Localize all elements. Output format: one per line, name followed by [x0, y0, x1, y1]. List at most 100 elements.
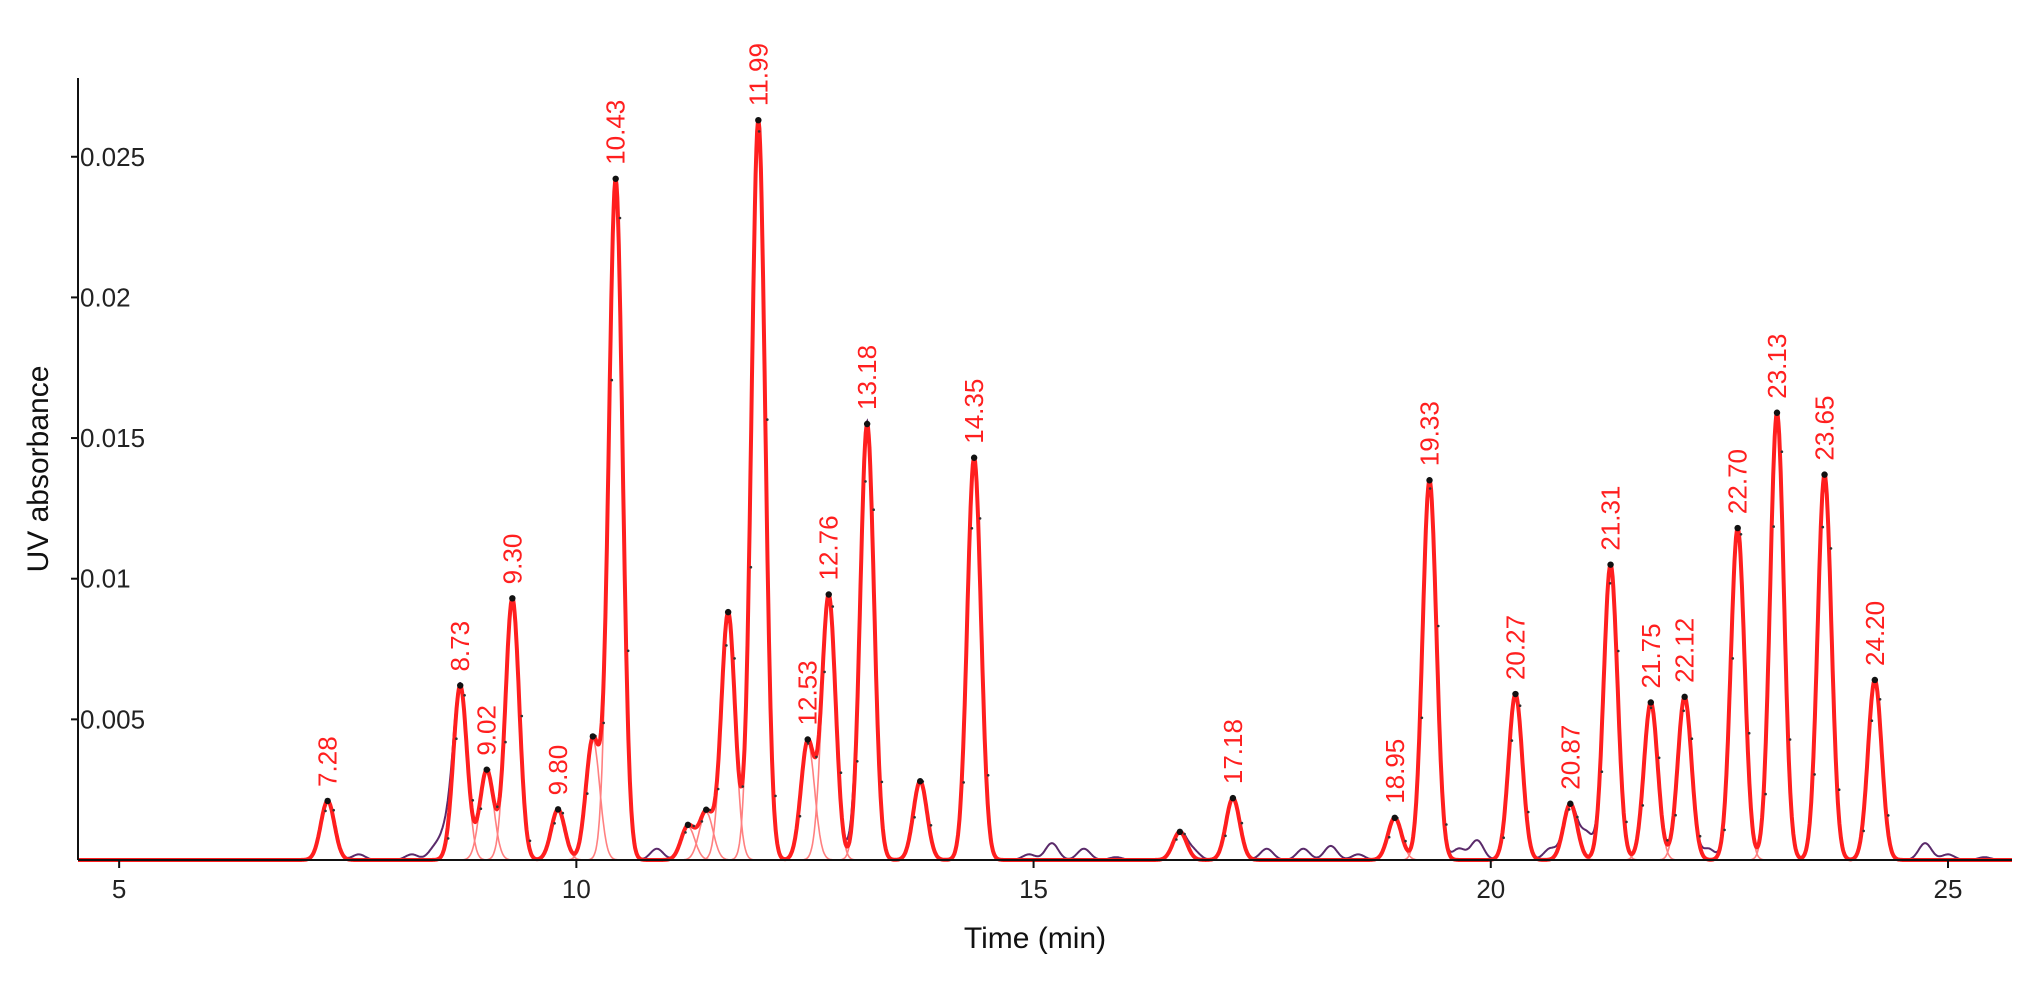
fit-sample-dot: [1878, 698, 1882, 701]
fit-sample-dot: [757, 130, 761, 133]
fit-sample-dot: [913, 816, 916, 819]
apex-marker-13: [863, 420, 871, 428]
apex-marker-21: [1567, 800, 1574, 807]
fit-sample-dot: [749, 565, 753, 569]
fit-sample-dot: [831, 605, 835, 608]
apex-marker-12: [825, 591, 832, 598]
apex-marker-17: [1229, 794, 1237, 802]
peak-label-11.99: 11.99: [743, 43, 773, 106]
fit-sample-dot: [970, 527, 974, 530]
component-peak-17: [1198, 797, 1268, 861]
peak-label-10.43: 10.43: [601, 100, 631, 165]
fit-sample-dot: [1821, 525, 1825, 529]
fit-sample-dot: [463, 694, 466, 697]
fit-sample-dot: [716, 787, 720, 791]
apex-marker-0: [324, 797, 331, 805]
apex-marker-18: [1391, 814, 1398, 822]
fit-sample-dot: [1404, 839, 1407, 843]
peak-label-20.27: 20.27: [1500, 615, 1530, 680]
component-peak-22: [1576, 562, 1645, 861]
fit-sample-dot: [1731, 657, 1735, 660]
fit-sample-dot: [1649, 706, 1653, 710]
component-peak-20: [1481, 692, 1550, 861]
fit-sample-dot: [496, 805, 499, 808]
apex-marker-10: [755, 116, 762, 124]
peak-label-12.76: 12.76: [814, 515, 844, 580]
component-peak-18: [1360, 816, 1430, 861]
apex-marker-9: [724, 608, 732, 616]
y-tick-label-0.01: 0.01: [80, 564, 131, 594]
fit-sample-dot: [1837, 788, 1841, 791]
apex-marker-3: [509, 595, 516, 602]
fit-sample-dot: [446, 837, 450, 840]
fit-sample-dot: [324, 809, 327, 813]
apex-marker-26: [1773, 409, 1781, 416]
fit-sample-dot: [610, 378, 614, 382]
component-peak-14: [885, 780, 955, 861]
fit-sample-dot: [986, 774, 990, 777]
fit-sample-dot: [692, 824, 695, 828]
component-peak-11: [773, 740, 842, 861]
peak-label-8.73: 8.73: [445, 621, 475, 672]
y-tick-label-0.02: 0.02: [80, 282, 131, 312]
fit-sample-dot: [626, 649, 630, 653]
x-ticks: 5 10 15 20 25: [112, 860, 1962, 904]
fit-sample-dot: [1674, 813, 1677, 817]
peak-label-17.18: 17.18: [1218, 719, 1248, 784]
peak-label-14.35: 14.35: [959, 379, 989, 444]
fit-sample-dot: [1641, 804, 1645, 807]
component-peak-27: [1790, 471, 1859, 861]
y-ticks: 0.005 0.01 0.015 0.02 0.025: [71, 142, 145, 734]
fit-sample-dot: [962, 781, 965, 784]
fit-sample-dot: [880, 780, 884, 784]
peak-label-23.65: 23.65: [1810, 396, 1840, 461]
apex-marker-7: [684, 821, 692, 829]
peak-label-7.28: 7.28: [313, 736, 343, 787]
peak-label-9.02: 9.02: [472, 705, 502, 756]
x-tick-label-15: 15: [1019, 874, 1048, 904]
fit-sample-dot: [1690, 737, 1694, 740]
fit-sample-dot: [1625, 820, 1628, 824]
peak-label-21.75: 21.75: [1636, 623, 1666, 688]
apex-marker-19: [1426, 477, 1433, 484]
peak-label-12.53: 12.53: [793, 660, 823, 725]
component-peak-26: [1742, 412, 1812, 861]
apex-marker-23: [1647, 699, 1655, 706]
fit-sample-dot: [733, 657, 736, 660]
apex-marker-8: [703, 806, 710, 813]
fit-sample-dot: [1224, 834, 1227, 838]
fit-sample-dot: [561, 811, 565, 815]
apex-marker-22: [1607, 561, 1614, 568]
x-axis-title: Time (min): [964, 922, 1106, 955]
fit-sample-dot: [1445, 823, 1448, 826]
apex-marker-25: [1734, 524, 1741, 532]
fit-sample-dot: [1829, 547, 1833, 550]
fit-sample-dot: [798, 814, 802, 818]
fit-sample-dot: [1527, 810, 1530, 814]
fit-sample-dot: [684, 831, 687, 834]
fit-sample-dot: [856, 760, 859, 763]
component-peak-2: [452, 768, 521, 861]
fit-sample-dot: [1502, 836, 1505, 839]
apex-marker-4: [554, 806, 562, 813]
fit-sample-dot: [1420, 716, 1424, 720]
component-peak-28: [1840, 678, 1910, 861]
x-tick-label-20: 20: [1476, 874, 1505, 904]
fit-sample-dot: [1723, 828, 1726, 832]
apex-markers-layer: [324, 116, 1879, 836]
fit-sample-dot: [839, 771, 843, 774]
component-peak-9: [693, 610, 763, 861]
fit-sample-dot: [766, 418, 769, 421]
fit-sample-dot: [1698, 834, 1702, 838]
peak-label-23.13: 23.13: [1762, 334, 1792, 399]
fit-sample-dot: [1183, 832, 1186, 836]
fit-sample-dots-layer: [324, 130, 1890, 843]
fit-sample-dot: [806, 742, 810, 745]
y-tick-label-0.025: 0.025: [80, 142, 145, 172]
fit-sample-dot: [872, 508, 875, 512]
component-peaks-layer: [293, 120, 1910, 861]
fit-sample-dot: [815, 755, 818, 759]
peak-label-22.70: 22.70: [1723, 449, 1753, 514]
fit-sample-dot: [1175, 838, 1178, 841]
fit-sample-dot: [1437, 624, 1440, 628]
